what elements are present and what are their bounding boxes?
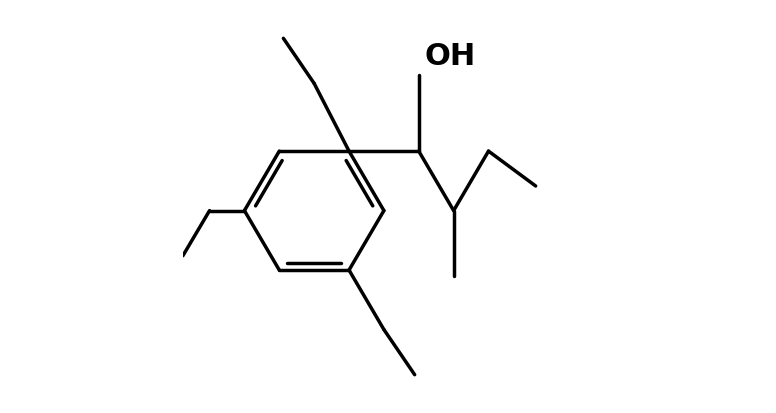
Text: OH: OH bbox=[425, 42, 476, 71]
